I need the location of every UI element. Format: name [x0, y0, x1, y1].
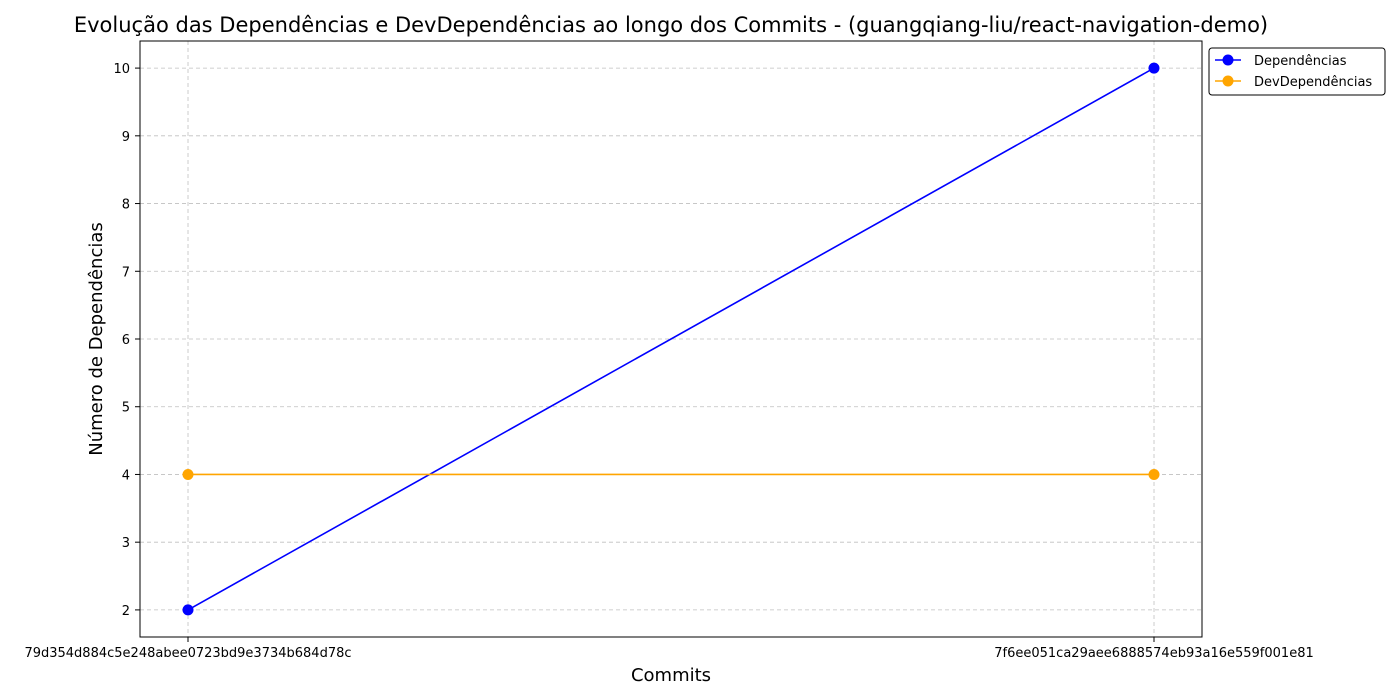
y-tick-label: 8	[122, 198, 130, 213]
y-tick-label: 2	[122, 604, 130, 619]
data-point	[1148, 468, 1160, 480]
y-tick-label: 6	[122, 333, 130, 348]
legend-swatch-marker	[1222, 54, 1234, 66]
axis-ticks: 2 3 4 5 6 7 8 9 10 79d354d884c5e248abee0723bd9e37…	[24, 62, 1313, 661]
series-line	[187, 67, 1155, 611]
y-tick-label: 7	[122, 265, 130, 280]
x-tick-label: 79d354d884c5e248abee0723bd9e3734b684d78c	[24, 646, 351, 661]
grid	[140, 41, 1202, 637]
y-axis-label: Número de Dependências	[86, 222, 107, 456]
data-point	[182, 468, 194, 480]
legend: Dependências DevDependências	[1208, 47, 1386, 96]
chart-title: Evolução das Dependências e DevDependênc…	[74, 13, 1268, 37]
y-tick-label: 4	[122, 468, 130, 483]
y-tick-label: 3	[122, 536, 130, 551]
legend-swatch-marker	[1222, 75, 1234, 87]
legend-label: DevDependências	[1254, 75, 1372, 90]
x-axis-label: Commits	[631, 665, 711, 686]
x-tick-label: 7f6ee051ca29aee6888574eb93a16e559f001e81	[994, 646, 1313, 661]
y-tick-label: 5	[122, 401, 130, 416]
series	[182, 62, 1160, 616]
data-point	[1148, 62, 1160, 74]
legend-box	[1208, 47, 1386, 96]
y-tick-label: 9	[122, 130, 130, 145]
legend-label: Dependências	[1254, 54, 1347, 69]
y-tick-label: 10	[113, 62, 130, 77]
data-point	[182, 604, 194, 616]
